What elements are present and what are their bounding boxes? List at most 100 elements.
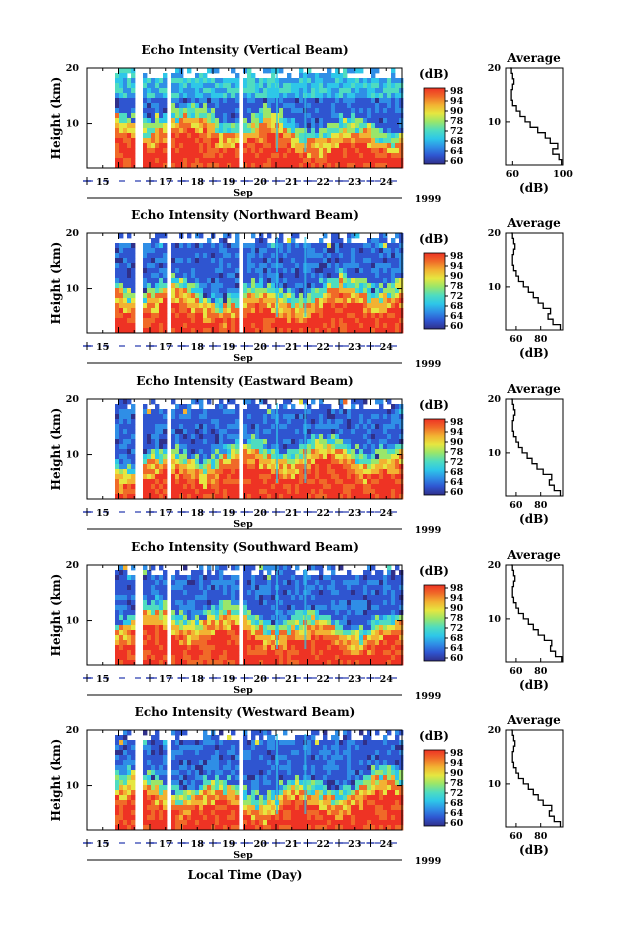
colorbar-tick-label: 60 <box>450 818 464 829</box>
average-frame <box>505 398 564 497</box>
colorbar <box>423 87 446 165</box>
year-label: 1999 <box>415 525 442 536</box>
x-tick-label: 17 <box>159 508 172 519</box>
x-tick-label: 15 <box>96 839 109 850</box>
x-tick-label: 22 <box>317 342 330 353</box>
average-frame <box>505 67 564 166</box>
colorbar-tick-label: 68 <box>450 136 464 147</box>
colorbar-tick-label: 90 <box>450 603 464 614</box>
year-label: 1999 <box>415 691 442 702</box>
x-tick-label: 19 <box>222 342 236 353</box>
colorbar-tick-label: 98 <box>450 251 464 262</box>
year-label: 1999 <box>415 856 442 867</box>
x-tick-label: 18 <box>191 508 205 519</box>
x-tick-label: 20 <box>254 839 268 850</box>
average-x-tick-label: 80 <box>534 831 548 842</box>
month-label: Sep <box>233 685 253 696</box>
y-tick-label: 10 <box>66 119 80 130</box>
colorbar-tick-label: 64 <box>450 808 464 819</box>
average-x-tick-label: 60 <box>506 169 520 180</box>
average-y-tick-label: 10 <box>488 448 502 459</box>
average-y-tick-label: 20 <box>488 394 502 405</box>
average-y-tick-label: 20 <box>488 228 502 239</box>
colorbar-tick-label: 98 <box>450 86 464 97</box>
average-frame <box>505 729 564 828</box>
average-title: Average <box>506 216 561 230</box>
average-frame <box>505 564 564 663</box>
colorbar-tick-label: 72 <box>450 788 463 799</box>
x-tick-label: 20 <box>254 342 268 353</box>
heatmap-3 <box>115 565 404 666</box>
average-title: Average <box>506 713 561 727</box>
average-title: Average <box>506 382 561 396</box>
x-tick-label: 19 <box>222 177 236 188</box>
colorbar-tick-label: 90 <box>450 271 464 282</box>
x-tick-label: 23 <box>348 177 361 188</box>
colorbar-tick-label: 78 <box>450 778 464 789</box>
y-tick-label: 20 <box>66 560 80 571</box>
colorbar-unit: (dB) <box>419 232 449 246</box>
y-tick-label: 10 <box>66 284 80 295</box>
x-tick-label: 18 <box>191 177 205 188</box>
average-x-label: (dB) <box>519 181 549 195</box>
year-label: 1999 <box>415 359 442 370</box>
x-tick-label: 17 <box>159 674 172 685</box>
x-tick-label: 15 <box>96 508 109 519</box>
x-tick-label: 23 <box>348 508 361 519</box>
colorbar-tick-label: 72 <box>450 291 463 302</box>
average-y-tick-label: 10 <box>488 117 502 128</box>
colorbar-tick-label: 64 <box>450 311 464 322</box>
y-axis-label: Height (km) <box>49 739 63 822</box>
average-x-tick-label: 100 <box>553 169 573 180</box>
panel-title: Echo Intensity (Eastward Beam) <box>136 374 353 388</box>
heatmap-4 <box>115 730 404 831</box>
average-y-tick-label: 10 <box>488 614 502 625</box>
month-label: Sep <box>233 850 253 861</box>
average-x-label: (dB) <box>519 346 549 360</box>
x-tick-label: 17 <box>159 839 172 850</box>
average-x-tick-label: 80 <box>534 500 548 511</box>
colorbar-tick-label: 60 <box>450 653 464 664</box>
average-y-tick-label: 20 <box>488 63 502 74</box>
colorbar-unit: (dB) <box>419 564 449 578</box>
colorbar-tick-label: 64 <box>450 146 464 157</box>
x-tick-label: 21 <box>285 508 298 519</box>
average-x-tick-label: 80 <box>534 666 548 677</box>
y-tick-label: 20 <box>66 228 80 239</box>
colorbar <box>423 418 446 496</box>
year-label: 1999 <box>415 194 442 205</box>
colorbar-tick-label: 60 <box>450 321 464 332</box>
y-tick-label: 20 <box>66 63 80 74</box>
average-x-label: (dB) <box>519 678 549 692</box>
y-tick-label: 20 <box>66 394 80 405</box>
heatmap-0 <box>115 68 404 169</box>
average-x-label: (dB) <box>519 843 549 857</box>
x-tick-label: 22 <box>317 508 330 519</box>
average-x-tick-label: 60 <box>509 831 523 842</box>
average-profile-line <box>511 729 562 827</box>
x-tick-label: 15 <box>96 674 109 685</box>
colorbar-unit: (dB) <box>419 729 449 743</box>
heatmap-1 <box>115 233 404 334</box>
average-title: Average <box>506 548 561 562</box>
x-tick-label: 22 <box>317 839 330 850</box>
x-tick-label: 22 <box>317 177 330 188</box>
y-axis-label: Height (km) <box>49 408 63 491</box>
colorbar-unit: (dB) <box>419 398 449 412</box>
average-title: Average <box>506 51 561 65</box>
average-x-tick-label: 80 <box>534 334 548 345</box>
colorbar-tick-label: 98 <box>450 748 464 759</box>
colorbar-tick-label: 98 <box>450 583 464 594</box>
x-tick-label: 15 <box>96 342 109 353</box>
y-tick-label: 20 <box>66 725 80 736</box>
colorbar-tick-label: 64 <box>450 477 464 488</box>
colorbar-tick-label: 90 <box>450 768 464 779</box>
y-axis-label: Height (km) <box>49 77 63 160</box>
x-tick-label: 19 <box>222 839 236 850</box>
average-x-tick-label: 60 <box>509 666 523 677</box>
x-tick-label: 23 <box>348 342 361 353</box>
colorbar-tick-label: 68 <box>450 798 464 809</box>
colorbar-tick-label: 72 <box>450 623 463 634</box>
x-tick-label: 21 <box>285 342 298 353</box>
colorbar <box>423 584 446 662</box>
